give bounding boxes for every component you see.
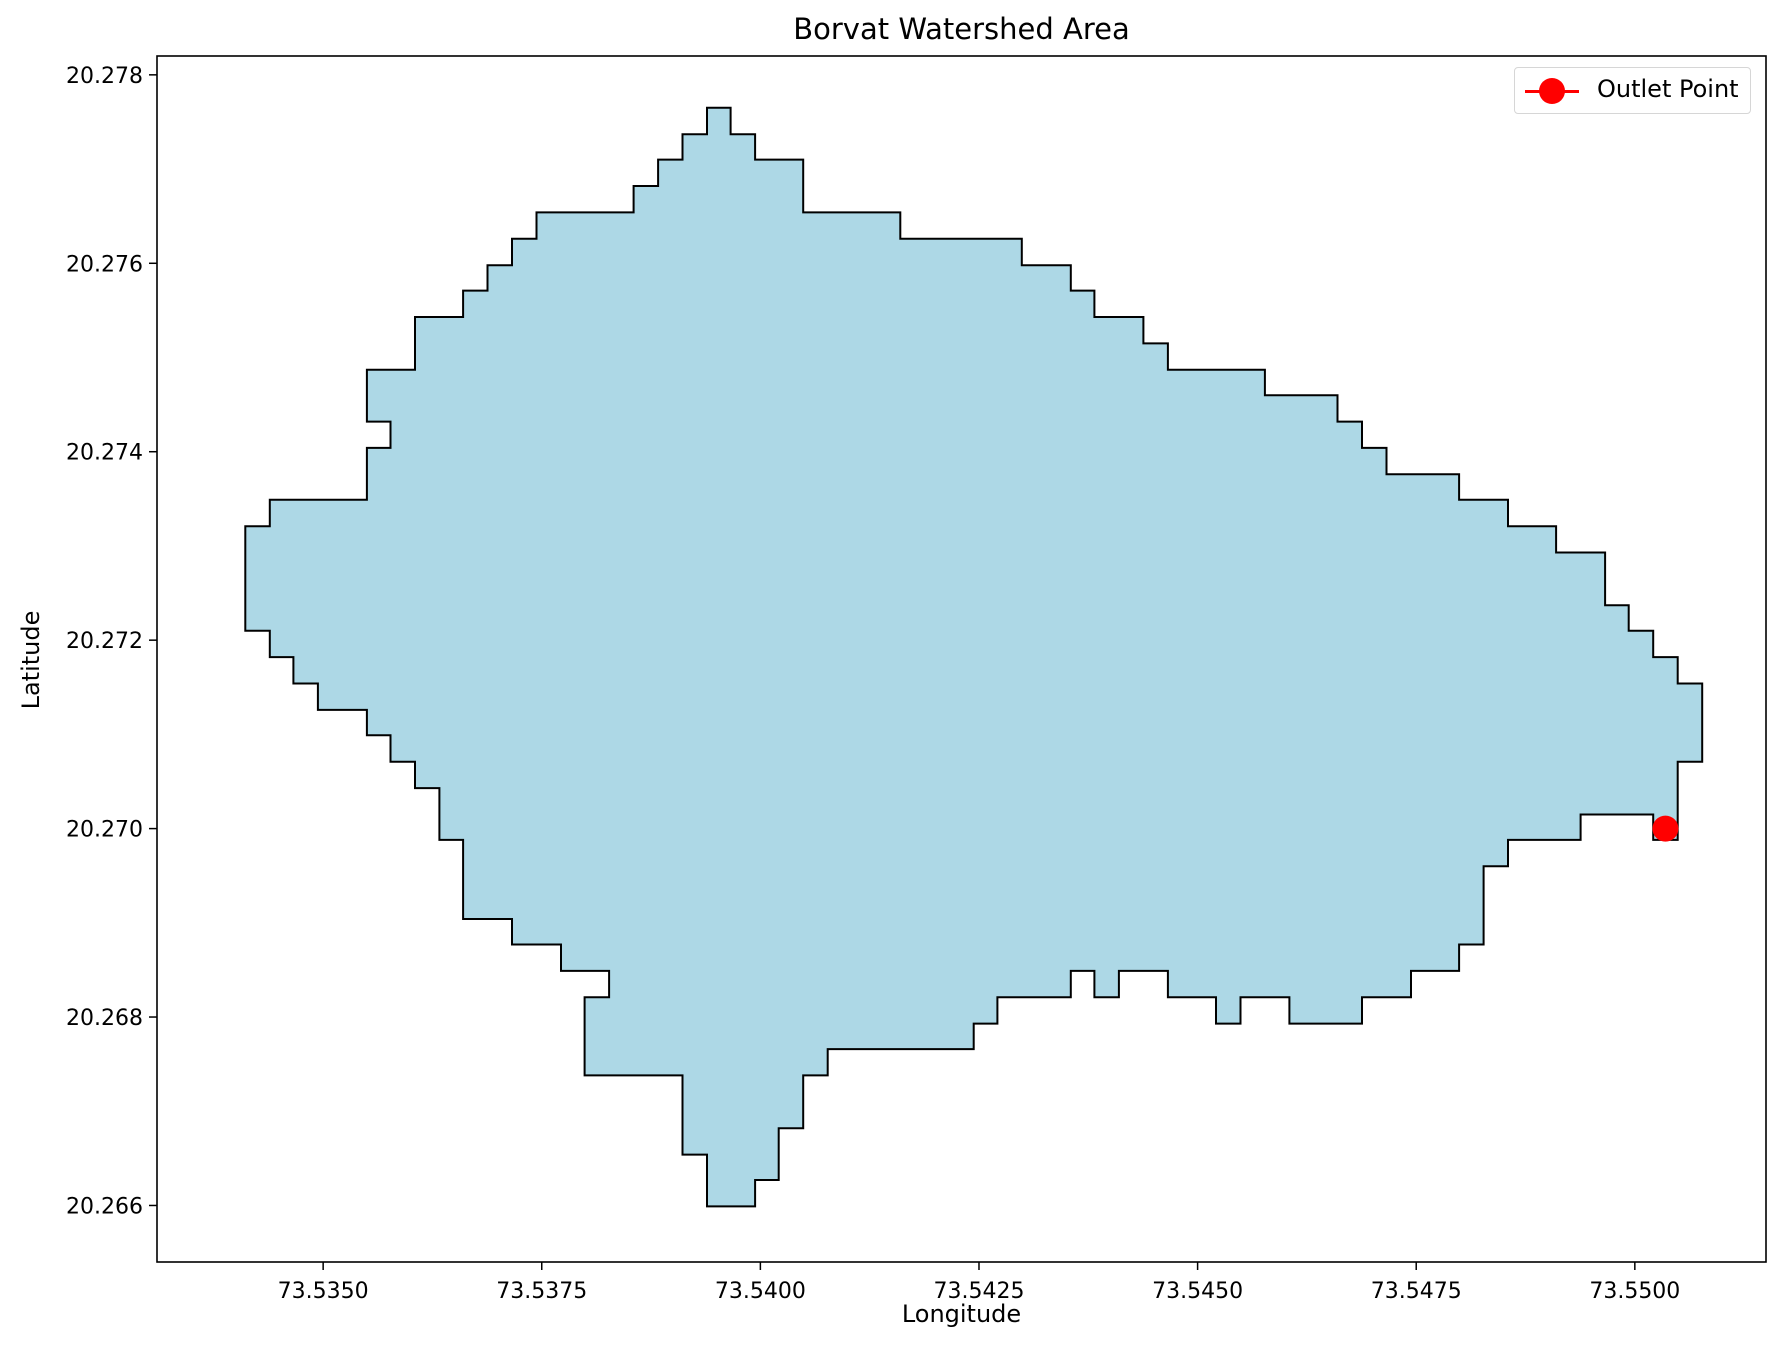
axes-frame	[156, 55, 1767, 1263]
outlet-point-marker	[1652, 815, 1679, 842]
y-tick-label: 20.274	[66, 441, 143, 466]
y-axis: 20.266 20.268 20.270 20.272 20.274 20.276 20.2…	[66, 64, 157, 1219]
x-tick-label: 73.5475	[1371, 1279, 1462, 1304]
x-axis-label: Longitude	[901, 1300, 1022, 1328]
y-tick-label: 20.276	[66, 252, 143, 277]
watershed-polygon	[244, 106, 1704, 1208]
x-tick-label: 73.5350	[278, 1279, 369, 1304]
y-tick-label: 20.266	[66, 1194, 143, 1219]
plot-area	[244, 106, 1704, 1208]
y-tick-label: 20.272	[66, 629, 143, 654]
x-tick-label: 73.5400	[715, 1279, 806, 1304]
legend: Outlet Point	[1514, 67, 1751, 114]
chart-title: Borvat Watershed Area	[793, 12, 1130, 46]
x-axis: 73.5350 73.5375 73.5400 73.5425 73.5450 73.54…	[278, 1262, 1680, 1304]
x-tick-label: 73.5500	[1589, 1279, 1680, 1304]
y-tick-label: 20.270	[66, 818, 143, 843]
legend-dot-marker	[1539, 78, 1565, 104]
legend-label: Outlet Point	[1597, 75, 1739, 103]
y-axis-label: Latitude	[17, 610, 45, 710]
x-tick-label: 73.5425	[933, 1279, 1024, 1304]
x-tick-label: 73.5375	[496, 1279, 587, 1304]
x-tick-label: 73.5450	[1152, 1279, 1243, 1304]
y-tick-label: 20.268	[66, 1006, 143, 1031]
y-tick-label: 20.278	[66, 64, 143, 89]
